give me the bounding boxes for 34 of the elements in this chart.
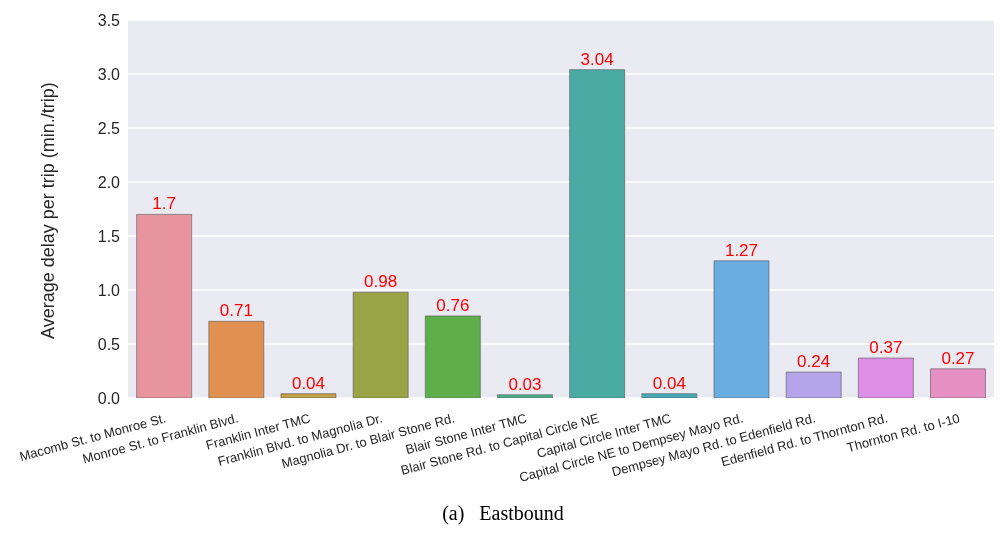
y-tick-label: 1.5 (97, 227, 121, 245)
text: (a) Eastbound (441, 502, 565, 525)
y-tick-label: 0.5 (97, 335, 121, 353)
data-label: 1.7 (152, 194, 176, 214)
bar (930, 368, 986, 398)
data-label: 0.76 (436, 295, 470, 315)
bar (569, 69, 625, 398)
y-axis-title: Average delay per trip (min./trip) (38, 82, 59, 339)
y-tick-label: 3.0 (97, 65, 121, 83)
bar (136, 214, 192, 398)
bar (208, 321, 265, 398)
data-label: 0.98 (364, 272, 398, 292)
data-label: 0.71 (219, 301, 253, 321)
bar (858, 357, 914, 398)
y-tick-label: 2.5 (97, 119, 121, 137)
y-tick-label: 0.0 (97, 389, 121, 407)
data-label: 0.27 (941, 348, 975, 368)
data-label: 3.04 (580, 49, 614, 69)
y-tick-label: 3.5 (97, 11, 121, 29)
bar (785, 371, 842, 398)
data-label: 0.04 (652, 373, 686, 393)
bar (425, 315, 481, 398)
y-tick-label: 1.0 (97, 281, 121, 299)
bar (713, 260, 770, 398)
data-label: 0.37 (869, 338, 903, 358)
data-label: 1.27 (724, 240, 759, 260)
data-label: 0.03 (508, 374, 542, 394)
y-tick-label: 2.0 (97, 173, 121, 191)
bar (641, 393, 698, 398)
bar (352, 291, 409, 398)
bar (497, 394, 553, 398)
data-label: 0.24 (797, 352, 831, 372)
data-label: 0.04 (291, 373, 326, 393)
bar (280, 393, 337, 398)
